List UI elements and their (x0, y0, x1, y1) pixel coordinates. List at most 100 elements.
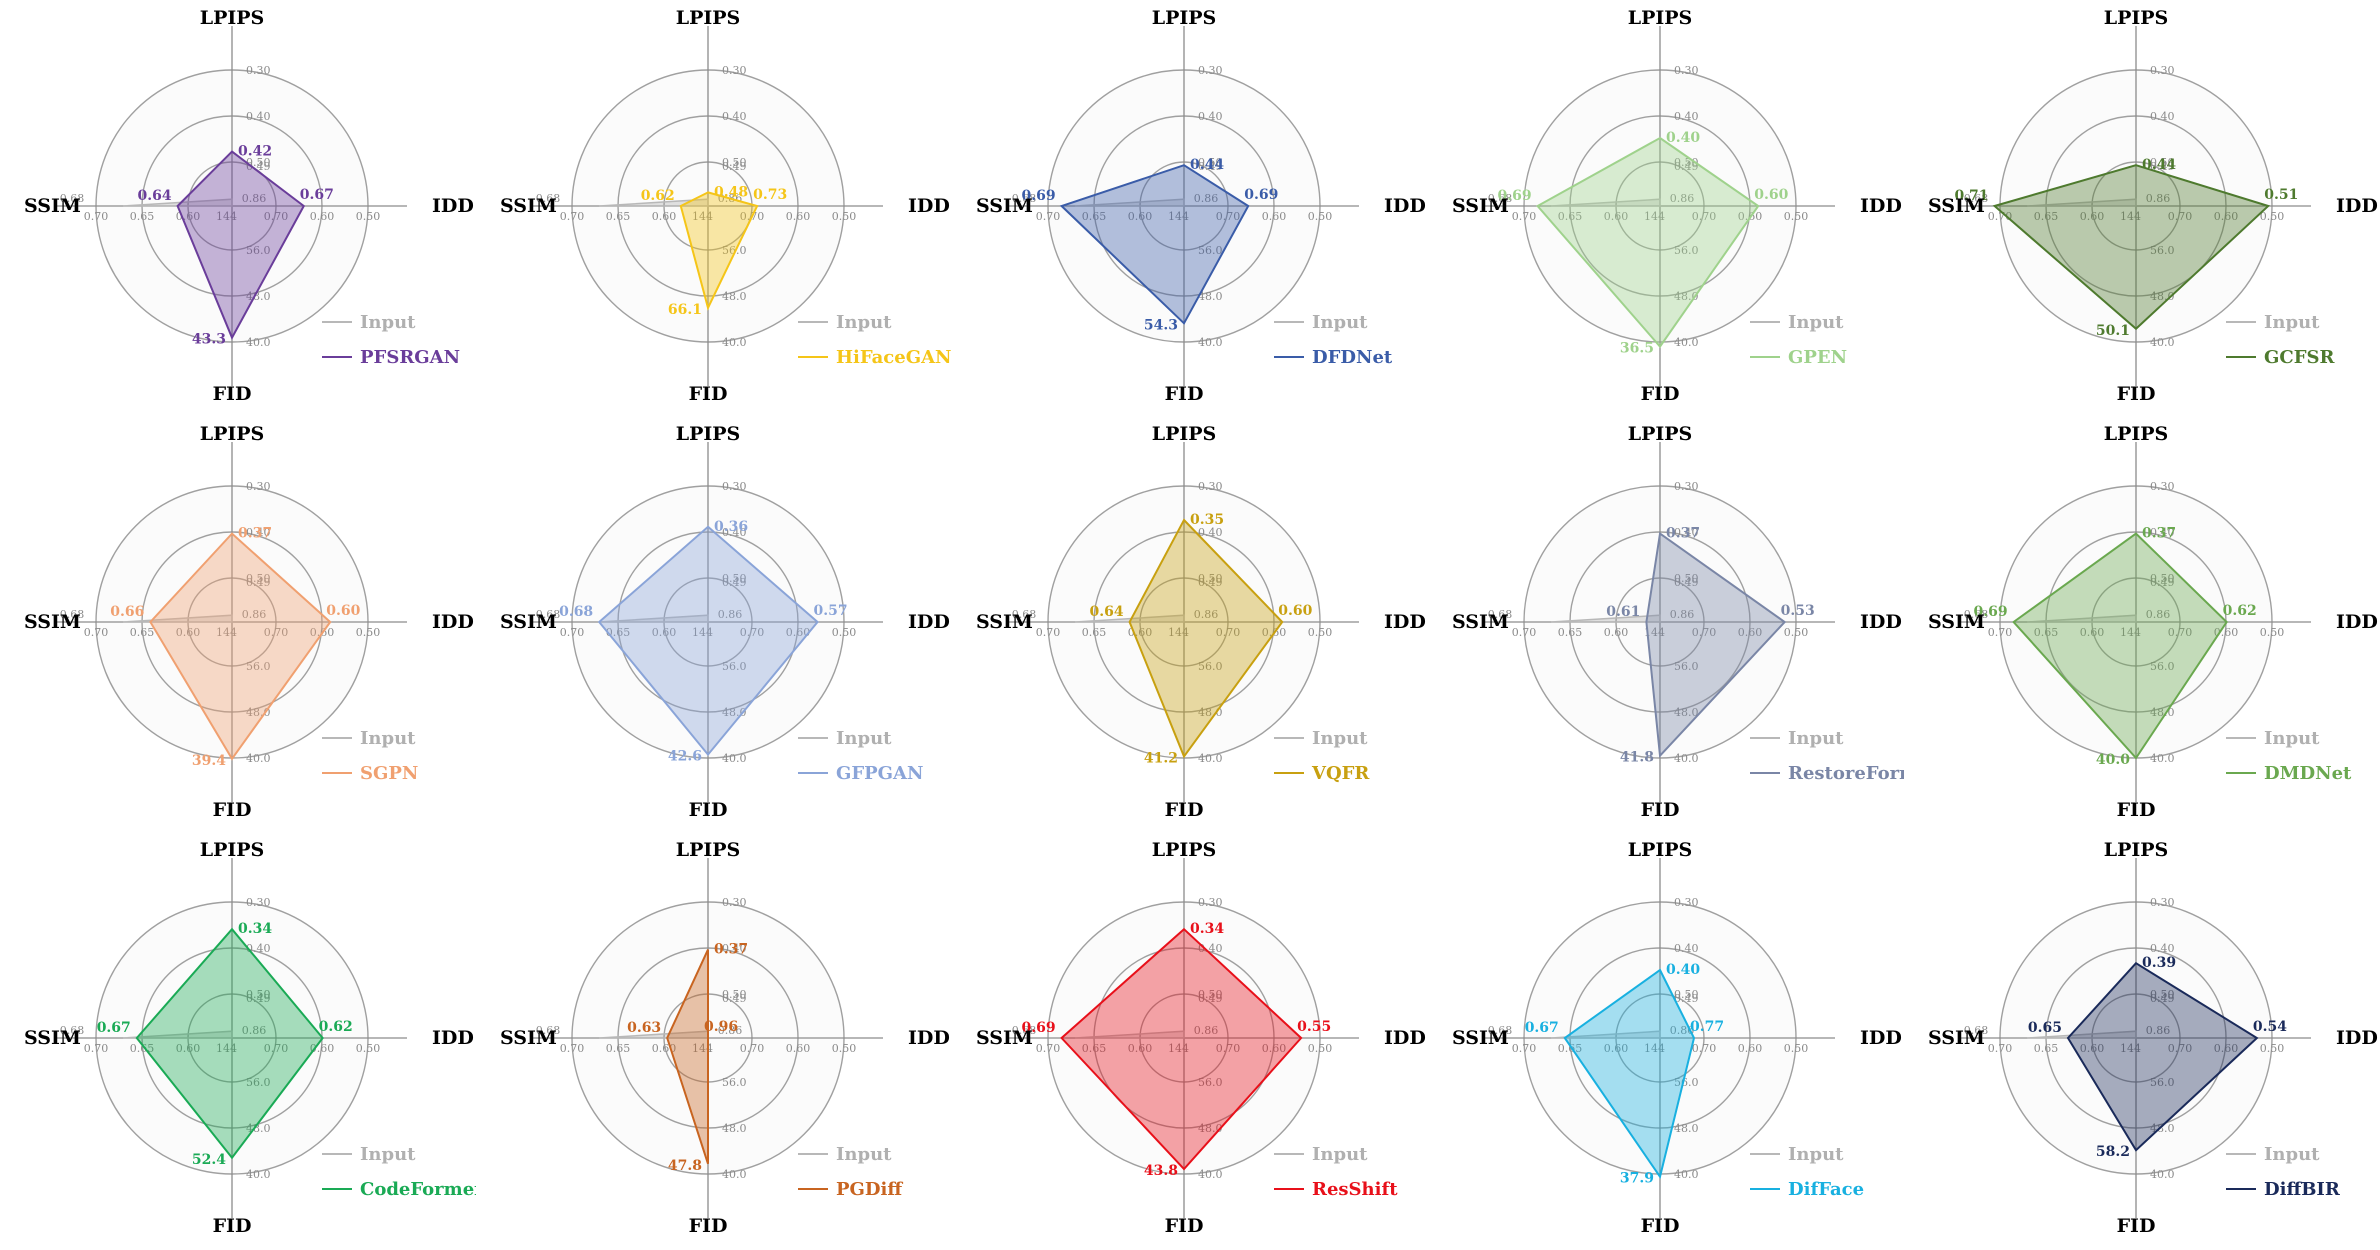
tick-label-fid: 40.0 (246, 752, 271, 765)
legend-label-method: RestoreFormer (1788, 763, 1904, 784)
tick-label-lpips: 0.50 (1674, 988, 1699, 1001)
legend-label-input: Input (1312, 312, 1368, 333)
tick-label-idd: 0.60 (310, 1042, 335, 1055)
tick-label-fid: 56.0 (246, 244, 271, 257)
legend-label-input: Input (360, 1144, 416, 1165)
radar-svg: 0.300.400.500.490.500.600.700.8640.048.0… (1928, 7, 2378, 405)
tick-label-lpips: 0.40 (1198, 526, 1223, 539)
tick-label-fid: 144 (2120, 1042, 2141, 1055)
tick-label-fid: 40.0 (1198, 336, 1223, 349)
tick-label-idd: 0.50 (1308, 1042, 1333, 1055)
axis-name-idd: IDD (2336, 611, 2378, 633)
value-label-lpips: 0.44 (2142, 157, 2176, 173)
tick-label-ssim: 0.70 (1036, 210, 1061, 223)
tick-label-ssim: 0.65 (2034, 210, 2059, 223)
tick-label-fid: 40.0 (2150, 1168, 2175, 1181)
value-label-ssim: 0.66 (110, 604, 144, 620)
tick-label-ssim: 0.68 (1964, 608, 1989, 621)
tick-label-fid: 40.0 (722, 752, 747, 765)
tick-label-lpips: 0.30 (2150, 64, 2175, 77)
axis-name-idd: IDD (1384, 195, 1426, 217)
tick-label-fid: 56.0 (1674, 660, 1699, 673)
tick-label-lpips: 0.49 (2150, 992, 2175, 1005)
radar-svg: 0.300.400.500.490.500.600.700.8640.048.0… (1452, 423, 1904, 821)
axis-name-ssim: SSIM (24, 195, 81, 217)
series-input-polygon (599, 614, 709, 623)
tick-label-lpips: 0.30 (2150, 480, 2175, 493)
radar-panel-hifacegan: 0.300.400.500.490.500.600.700.8640.048.0… (476, 0, 952, 416)
value-label-fid: 58.2 (2096, 1144, 2130, 1160)
tick-label-fid: 56.0 (1198, 1076, 1223, 1089)
legend-label-method: ResShift (1312, 1179, 1398, 1200)
tick-label-idd: 0.60 (786, 210, 811, 223)
axis-name-lpips: LPIPS (676, 7, 741, 29)
tick-label-ssim: 0.60 (1128, 210, 1153, 223)
series-method-polygon (1536, 136, 1760, 349)
tick-label-ssim: 0.68 (536, 608, 561, 621)
value-label-idd: 0.96 (704, 1019, 738, 1035)
radar-panel-dmdnet: 0.300.400.500.490.500.600.700.8640.048.0… (1904, 416, 2380, 832)
tick-label-idd: 0.60 (1262, 210, 1287, 223)
legend-label-method: PFSRGAN (360, 347, 460, 368)
radar-svg: 0.300.400.500.490.500.600.700.8640.048.0… (976, 839, 1426, 1237)
tick-label-ssim: 0.65 (606, 1042, 631, 1055)
radar-svg: 0.300.400.500.490.500.600.700.8640.048.0… (976, 423, 1426, 821)
series-input-polygon (1075, 198, 1185, 207)
tick-label-lpips: 0.50 (246, 572, 271, 585)
tick-label-ssim: 0.60 (2080, 1042, 2105, 1055)
axis-name-lpips: LPIPS (1152, 839, 1217, 861)
tick-label-fid: 56.0 (722, 660, 747, 673)
axis-name-fid: FID (213, 383, 252, 405)
tick-label-fid: 56.0 (2150, 244, 2175, 257)
series-input-polygon (123, 614, 233, 623)
axis-name-ssim: SSIM (1452, 611, 1509, 633)
tick-label-idd: 0.60 (786, 1042, 811, 1055)
radar-panel-dfdnet: 0.300.400.500.490.500.600.700.8640.048.0… (952, 0, 1428, 416)
tick-label-idd: 0.50 (832, 626, 857, 639)
tick-label-idd: 0.50 (356, 626, 381, 639)
series-method-polygon (666, 949, 709, 1165)
tick-label-idd: 0.70 (740, 626, 765, 639)
tick-label-lpips: 0.40 (722, 110, 747, 123)
axis-name-lpips: LPIPS (200, 7, 265, 29)
radar-panel-pfsrgan: 0.300.400.500.490.500.600.700.8640.048.0… (0, 0, 476, 416)
tick-label-fid: 144 (1168, 626, 1189, 639)
tick-label-fid: 144 (1644, 1042, 1665, 1055)
series-input-polygon (1075, 1030, 1185, 1039)
tick-label-idd: 0.70 (2168, 626, 2193, 639)
axis-name-lpips: LPIPS (676, 423, 741, 445)
legend-label-method: DFDNet (1312, 347, 1393, 368)
tick-label-ssim: 0.68 (60, 192, 85, 205)
tick-label-lpips: 0.49 (246, 576, 271, 589)
axis-name-idd: IDD (908, 1027, 950, 1049)
tick-label-ssim: 0.70 (560, 626, 585, 639)
tick-label-ssim: 0.70 (84, 210, 109, 223)
tick-label-fid: 40.0 (722, 1168, 747, 1181)
legend-label-method: GCFSR (2264, 347, 2335, 368)
tick-label-ssim: 0.60 (1604, 210, 1629, 223)
value-label-idd: 0.77 (1690, 1019, 1724, 1035)
legend-label-input: Input (360, 312, 416, 333)
tick-label-fid: 40.0 (1674, 1168, 1699, 1181)
tick-label-lpips: 0.40 (246, 110, 271, 123)
tick-label-lpips: 0.50 (722, 572, 747, 585)
tick-label-idd: 0.70 (1692, 210, 1717, 223)
value-label-idd: 0.55 (1297, 1019, 1331, 1035)
tick-label-fid: 40.0 (1198, 1168, 1223, 1181)
tick-label-idd: 0.60 (1262, 1042, 1287, 1055)
value-label-ssim: 0.69 (1973, 604, 2007, 620)
tick-label-fid: 144 (692, 210, 713, 223)
tick-label-fid: 40.0 (2150, 752, 2175, 765)
tick-label-lpips: 0.40 (2150, 526, 2175, 539)
value-label-fid: 50.1 (2096, 323, 2130, 339)
axis-name-idd: IDD (908, 611, 950, 633)
tick-label-idd: 0.86 (1670, 192, 1695, 205)
value-label-idd: 0.62 (2223, 603, 2257, 619)
tick-label-fid: 48.0 (1674, 1122, 1699, 1135)
value-label-lpips: 0.37 (714, 942, 748, 958)
legend-label-method: HiFaceGAN (836, 347, 952, 368)
axis-name-idd: IDD (2336, 1027, 2378, 1049)
value-label-lpips: 0.48 (714, 184, 748, 200)
axis-name-lpips: LPIPS (1152, 423, 1217, 445)
